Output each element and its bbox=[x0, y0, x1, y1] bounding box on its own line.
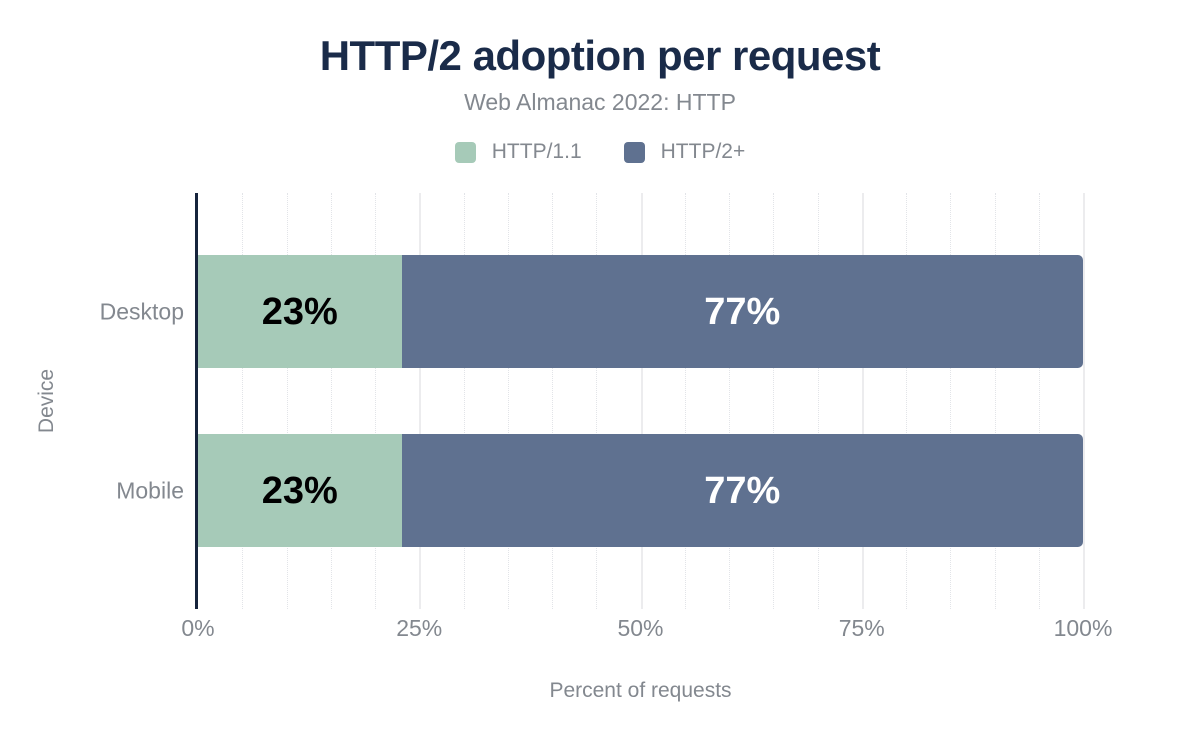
bar-desktop: 23% 77% bbox=[198, 255, 1083, 368]
minor-gridline-85 bbox=[950, 193, 952, 609]
minor-gridline-90 bbox=[994, 193, 996, 609]
minor-gridline-60 bbox=[729, 193, 730, 609]
category-label-mobile: Mobile bbox=[116, 477, 184, 503]
bar-segment-mobile-http-1-1[interactable]: 23% bbox=[198, 434, 402, 547]
minor-gridline-70 bbox=[817, 193, 819, 609]
minor-gridline-15 bbox=[330, 193, 332, 609]
legend-swatch-http-2-plus-icon bbox=[623, 141, 645, 163]
minor-gridline-55 bbox=[684, 193, 686, 609]
minor-gridline-45 bbox=[596, 193, 598, 609]
legend-label-http-2-plus: HTTP/2+ bbox=[660, 140, 746, 163]
legend-label-http-1-1: HTTP/1.1 bbox=[491, 140, 582, 163]
plot-area: 23% 77% Desktop 23% 77% Mobile bbox=[100, 193, 1085, 609]
x-tick-label-75: 75% bbox=[838, 615, 885, 641]
chart-title: HTTP/2 adoption per request bbox=[319, 32, 881, 79]
legend-item-http-2-plus[interactable]: HTTP/2+ bbox=[623, 140, 746, 164]
minor-gridline-80 bbox=[906, 193, 907, 609]
minor-gridline-65 bbox=[773, 193, 775, 609]
minor-gridline-20 bbox=[375, 193, 376, 609]
bar-segment-desktop-http-2[interactable]: 77% bbox=[401, 255, 1083, 368]
bar-value-label-desktop-http-1-1: 23% bbox=[261, 290, 338, 333]
bar-segment-desktop-http-1-1[interactable]: 23% bbox=[198, 255, 402, 368]
x-axis-ticks: 0% 25% 50% 75% 100% bbox=[181, 615, 1112, 645]
legend-item-http-1-1[interactable]: HTTP/1.1 bbox=[454, 140, 582, 164]
minor-gridline-10 bbox=[286, 193, 288, 609]
x-axis-title: Percent of requests bbox=[549, 679, 732, 702]
minor-gridline-30 bbox=[463, 193, 465, 609]
y-axis-title: Device bbox=[35, 368, 58, 434]
major-gridline-100 bbox=[1083, 193, 1085, 609]
bar-segment-mobile-http-2[interactable]: 77% bbox=[401, 434, 1083, 547]
minor-gridline-5 bbox=[242, 193, 244, 609]
y-axis-line bbox=[195, 193, 198, 609]
bar-value-label-mobile-http-1-1: 23% bbox=[261, 469, 338, 512]
minor-gridline-40 bbox=[552, 193, 553, 609]
x-tick-label-25: 25% bbox=[396, 615, 443, 641]
minor-gridline-95 bbox=[1038, 193, 1040, 609]
x-tick-label-50: 50% bbox=[617, 615, 664, 641]
major-gridline-25 bbox=[419, 193, 422, 609]
legend-swatch-http-1-1-icon bbox=[454, 141, 476, 163]
x-tick-label-100: 100% bbox=[1053, 615, 1113, 641]
minor-gridline-35 bbox=[507, 193, 509, 609]
legend: HTTP/1.1 HTTP/2+ bbox=[0, 140, 1200, 164]
bar-value-label-desktop-http-2: 77% bbox=[704, 290, 781, 333]
major-gridline-75 bbox=[861, 193, 864, 609]
category-label-desktop: Desktop bbox=[99, 298, 184, 324]
major-gridline-50 bbox=[640, 193, 643, 609]
bar-value-label-mobile-http-2: 77% bbox=[704, 469, 781, 512]
bar-mobile: 23% 77% bbox=[198, 434, 1083, 547]
x-tick-label-0: 0% bbox=[181, 615, 215, 641]
chart-subtitle: Web Almanac 2022: HTTP bbox=[464, 89, 736, 115]
